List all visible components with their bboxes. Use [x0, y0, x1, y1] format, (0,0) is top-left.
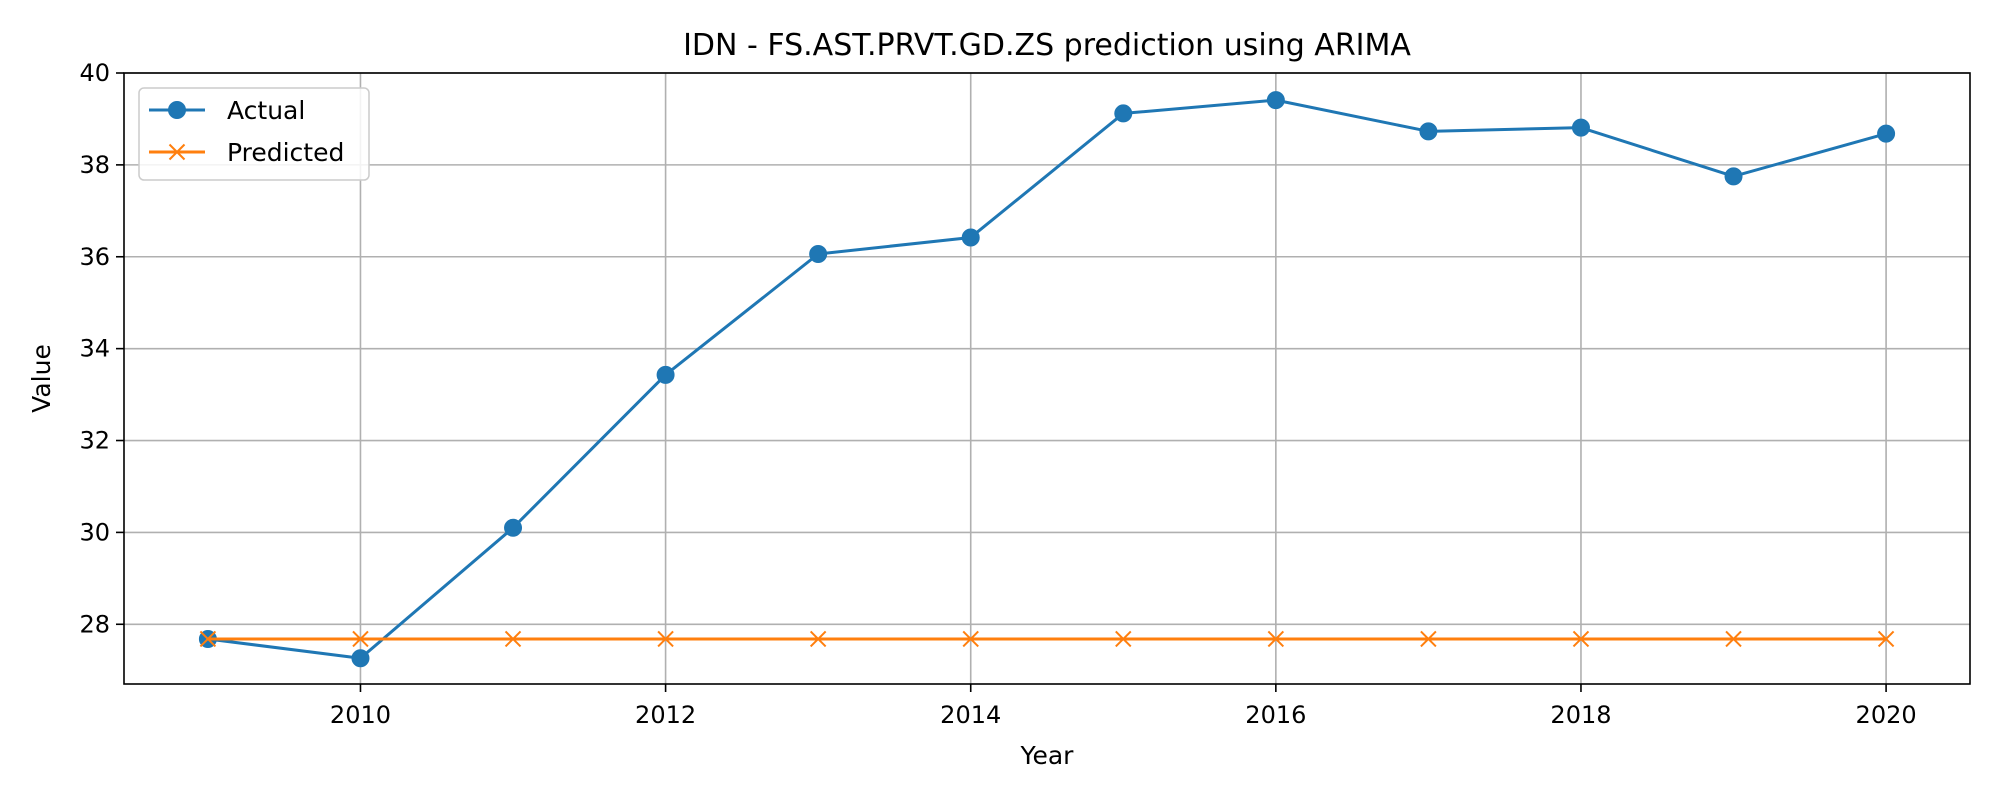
y-tick-label: 34 [79, 335, 110, 363]
predicted-point [1420, 630, 1437, 648]
x-tick-label: 2012 [635, 701, 696, 729]
actual-point [351, 649, 370, 668]
x-tick-label: 2018 [1550, 701, 1611, 729]
predicted-point [1877, 630, 1895, 648]
predicted-point [1115, 630, 1132, 648]
predicted-point [1725, 630, 1742, 648]
x-axis-title: Year [1020, 741, 1075, 770]
y-tick-label: 30 [79, 518, 110, 546]
legend-item-actual: Actual [149, 96, 305, 125]
chart-title: IDN - FS.AST.PRVT.GD.ZS prediction using… [683, 28, 1411, 63]
x-axis-ticks: 2010 2012 2014 2016 2018 2020 [330, 684, 1917, 729]
series-layer [198, 91, 1896, 668]
legend-item-predicted: Predicted [149, 138, 344, 167]
y-tick-label: 40 [79, 59, 110, 87]
actual-point [1877, 124, 1896, 143]
y-tick-label: 36 [79, 243, 110, 271]
x-tick-label: 2014 [940, 701, 1001, 729]
actual-point [1724, 167, 1743, 186]
actual-line [207, 98, 1887, 660]
actual-point [809, 245, 828, 264]
series-actual [198, 91, 1896, 668]
x-tick-label: 2016 [1245, 701, 1306, 729]
predicted-point [1267, 630, 1285, 648]
predicted-point [1572, 630, 1590, 648]
series-predicted [199, 630, 1895, 648]
x-tick-label: 2010 [330, 701, 391, 729]
y-axis-ticks: 28 30 32 34 36 38 40 [79, 59, 124, 638]
actual-point [1114, 104, 1133, 123]
legend-label: Predicted [227, 138, 344, 167]
legend-label: Actual [227, 96, 305, 125]
predicted-point [657, 630, 674, 648]
plot-frame [123, 72, 1971, 685]
legend-marker [168, 101, 186, 119]
predicted-point [962, 630, 979, 648]
y-tick-label: 32 [79, 427, 110, 455]
y-tick-label: 28 [79, 610, 110, 638]
predicted-point [504, 630, 522, 648]
predicted-point [199, 630, 217, 648]
legend: Actual Predicted [138, 87, 370, 181]
predicted-point [352, 630, 369, 648]
legend-marker [168, 143, 186, 161]
actual-point [1266, 91, 1285, 110]
predicted-point [809, 630, 827, 648]
y-tick-label: 38 [79, 151, 110, 179]
actual-point [504, 518, 523, 537]
x-tick-label: 2020 [1856, 701, 1917, 729]
y-axis-title: Value [27, 344, 56, 413]
actual-point [1571, 118, 1590, 137]
actual-point [1419, 122, 1438, 141]
actual-point [656, 365, 675, 384]
actual-point [961, 228, 980, 247]
